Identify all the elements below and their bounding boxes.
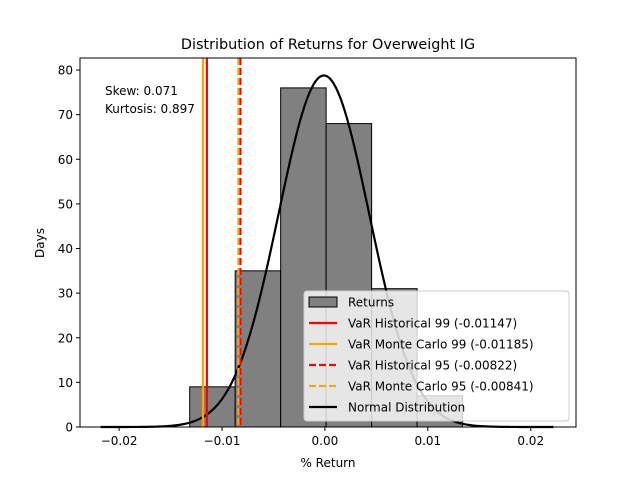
legend-label: Returns (348, 296, 394, 310)
legend-label: Normal Distribution (348, 401, 465, 415)
y-axis: 0 10 20 30 40 50 60 70 80 (58, 64, 80, 435)
y-tick-label: 40 (58, 242, 73, 256)
x-tick-label: −0.01 (204, 434, 241, 448)
normal-distribution-curve (100, 74, 554, 429)
legend-label: VaR Historical 99 (-0.01147) (348, 317, 517, 331)
x-tick-label: 0.00 (312, 434, 339, 448)
y-tick-label: 0 (65, 421, 73, 435)
plot-frame (79, 57, 577, 428)
var-lines-layer (201, 58, 242, 427)
chart-title: Distribution of Returns for Overweight I… (181, 37, 475, 53)
x-axis-label: % Return (300, 456, 355, 470)
x-tick-label: 0.01 (414, 434, 441, 448)
y-tick-label: 80 (58, 64, 73, 78)
histogram-bar (234, 270, 282, 428)
y-axis-label: Days (33, 228, 47, 258)
x-tick-label: 0.02 (517, 434, 544, 448)
x-tick-label: −0.02 (101, 434, 138, 448)
normal-curve-layer (100, 74, 554, 429)
y-tick-label: 20 (58, 331, 73, 345)
y-tick-label: 10 (58, 376, 73, 390)
legend: Returns VaR Historical 99 (-0.01147) VaR M… (303, 290, 570, 422)
y-tick-label: 50 (58, 197, 73, 211)
legend-label: VaR Monte Carlo 99 (-0.01185) (348, 338, 534, 352)
x-axis: −0.02 −0.01 0.00 0.01 0.02 (101, 427, 544, 448)
annotation-skew: Skew: 0.071 (105, 84, 178, 98)
legend-swatch (308, 296, 338, 308)
annotation-kurtosis: Kurtosis: 0.897 (105, 102, 195, 116)
legend-box (303, 290, 570, 422)
y-tick-label: 70 (58, 108, 73, 122)
legend-label: VaR Historical 95 (-0.00822) (348, 359, 517, 373)
legend-label: VaR Monte Carlo 95 (-0.00841) (348, 380, 534, 394)
y-tick-label: 30 (58, 287, 73, 301)
y-tick-label: 60 (58, 153, 73, 167)
